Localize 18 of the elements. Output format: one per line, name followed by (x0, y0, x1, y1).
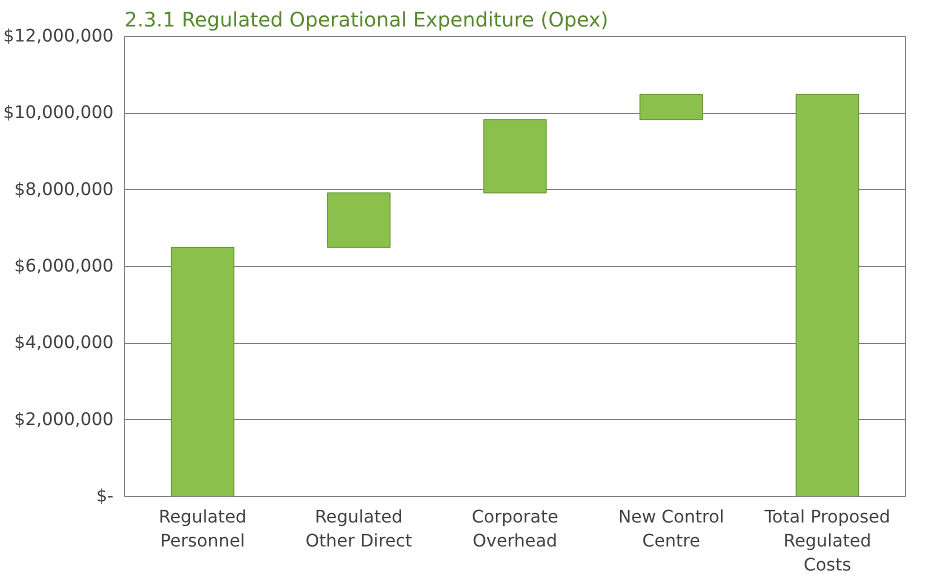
chart-title: 2.3.1 Regulated Operational Expenditure (Opex) (124, 8, 608, 32)
y-tick-label: $12,000,000 (3, 26, 114, 46)
bar (796, 94, 860, 496)
bar (327, 192, 391, 248)
x-tick-label: Regulated Other Direct (306, 508, 412, 552)
y-tick-label: $2,000,000 (14, 410, 114, 430)
x-tick-label: Corporate Overhead (472, 508, 558, 552)
x-tick-label: New Control Centre (618, 508, 724, 552)
bar (639, 94, 703, 120)
y-tick-label: $6,000,000 (14, 256, 114, 276)
y-tick-label: $8,000,000 (14, 180, 114, 200)
y-tick-label: $4,000,000 (14, 333, 114, 354)
y-tick-label: $- (96, 486, 114, 506)
bar (483, 119, 547, 194)
y-tick-label: $10,000,000 (3, 103, 114, 124)
x-tick-label: Regulated Personnel (158, 508, 246, 552)
bar (170, 246, 234, 496)
x-tick-label: Total Proposed Regulated Costs (764, 508, 890, 576)
